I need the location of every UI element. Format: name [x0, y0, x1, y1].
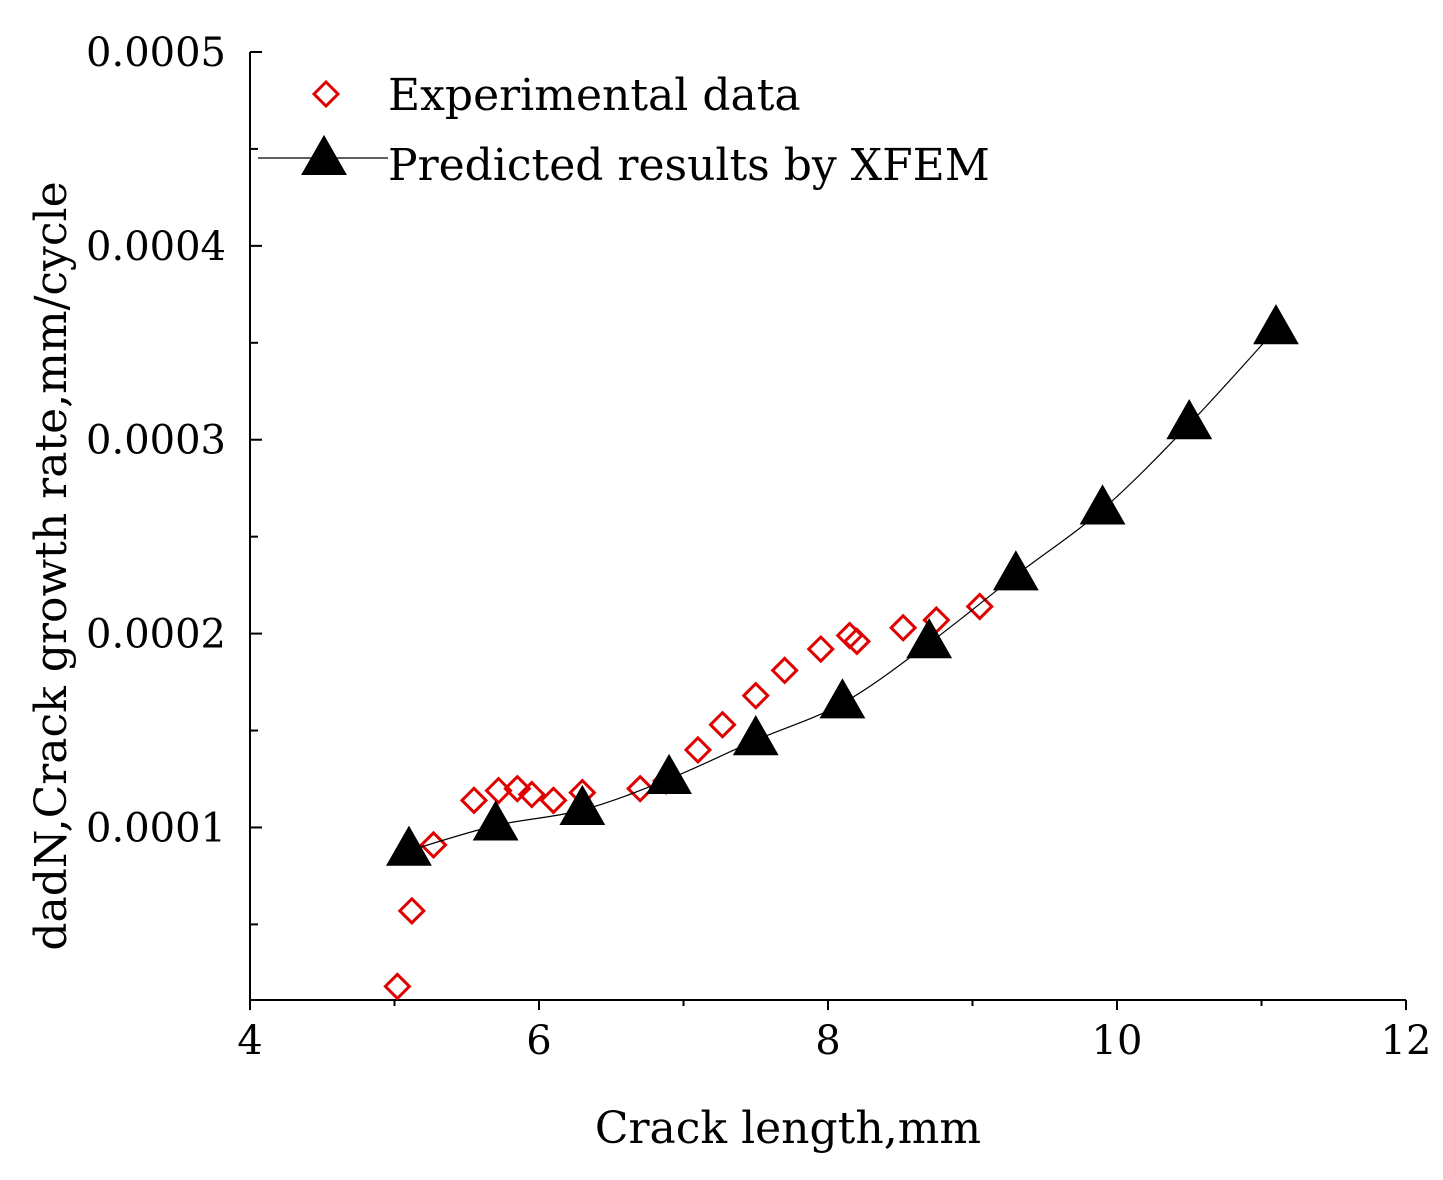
data-point-xfem	[819, 678, 866, 719]
data-point-xfem	[1079, 484, 1126, 525]
data-point-xfem	[1253, 304, 1299, 345]
y-tick-label: 0.0002	[86, 612, 226, 658]
legend-label-experimental: Experimental data	[388, 70, 801, 121]
series-0	[383, 592, 994, 1001]
series-1	[386, 304, 1299, 866]
series-layer	[383, 304, 1299, 1001]
data-point-experimental	[741, 681, 770, 710]
data-point-xfem	[906, 618, 953, 659]
y-tick-label: 0.0004	[86, 224, 226, 270]
data-point-xfem	[732, 715, 779, 756]
data-point-xfem	[386, 825, 432, 866]
legend-marker-experimental	[311, 79, 341, 109]
data-point-xfem	[1166, 399, 1213, 440]
data-point-experimental	[842, 627, 872, 656]
data-point-experimental	[517, 780, 546, 809]
ticks-group: 4 6 8 10 12 0.0001 0.0002 0.0003 0.0004 0.0005	[86, 30, 1431, 1064]
y-tick-label: 0.0003	[86, 418, 226, 464]
legend-label-xfem: Predicted results by XFEM	[388, 140, 990, 191]
data-point-experimental	[806, 634, 835, 664]
y-axis-title: dadN,Crack growth rate,mm/cycle	[26, 181, 77, 950]
data-point-experimental	[965, 592, 994, 621]
legend: Experimental data Predicted results by XF…	[258, 70, 990, 191]
series-line	[408, 328, 1277, 852]
data-point-experimental	[459, 786, 489, 815]
data-point-xfem	[472, 800, 519, 841]
data-point-experimental	[397, 896, 426, 925]
x-tick-label: 10	[1092, 1018, 1143, 1064]
data-point-experimental	[419, 830, 448, 860]
data-point-experimental	[708, 710, 737, 739]
x-axis-title: Crack length,mm	[595, 1103, 981, 1154]
data-point-experimental	[503, 774, 532, 803]
data-point-xfem	[559, 784, 606, 826]
x-tick-label: 12	[1381, 1018, 1432, 1064]
data-point-experimental	[539, 786, 568, 815]
data-point-experimental	[626, 774, 655, 803]
data-point-xfem	[646, 753, 692, 794]
data-point-experimental	[383, 972, 412, 1001]
x-tick-label: 8	[815, 1018, 840, 1064]
x-tick-label: 4	[237, 1018, 262, 1064]
y-tick-label: 0.0005	[86, 30, 226, 76]
y-tick-label: 0.0001	[86, 805, 226, 851]
data-point-experimental	[683, 735, 713, 765]
data-point-xfem	[992, 550, 1039, 591]
data-point-experimental	[889, 613, 918, 642]
data-point-experimental	[770, 656, 799, 685]
legend-marker-xfem	[301, 134, 347, 175]
x-tick-label: 6	[526, 1018, 551, 1064]
